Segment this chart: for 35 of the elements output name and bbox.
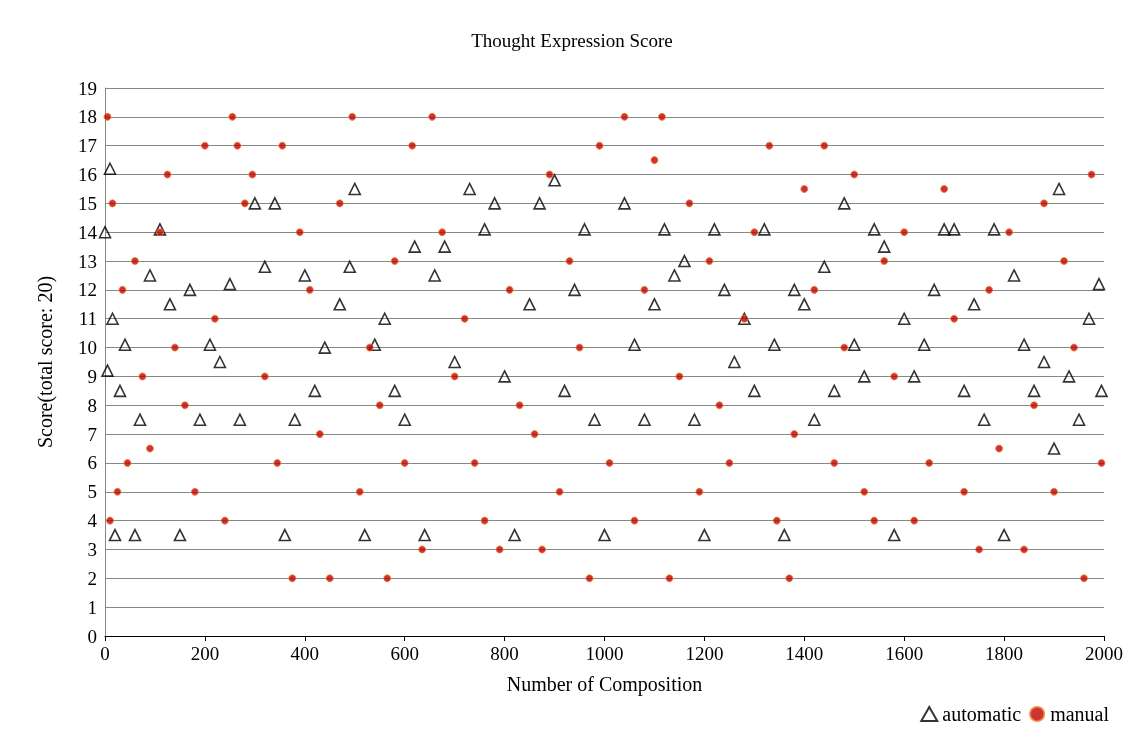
y-axis-title: Score(total score: 20) <box>34 275 57 449</box>
x-tick-label: 1200 <box>685 643 724 664</box>
y-tick-label: 15 <box>78 192 97 214</box>
legend-label: automatic <box>942 703 1022 725</box>
y-tick-label: 0 <box>87 625 97 647</box>
x-tick-label: 1400 <box>785 643 824 664</box>
y-tick-label: 2 <box>87 567 97 589</box>
y-tick-label: 17 <box>78 135 97 157</box>
y-tick-label: 16 <box>78 164 97 186</box>
y-tick-label: 9 <box>87 365 97 387</box>
x-tick-label: 2000 <box>1085 643 1123 664</box>
y-tick-label: 4 <box>87 510 98 532</box>
y-tick-label: 18 <box>78 106 97 128</box>
y-tick-label: 19 <box>78 77 97 99</box>
x-tick-label: 1800 <box>985 643 1024 664</box>
x-axis-title: Number of Composition <box>506 673 703 696</box>
x-tick-label: 1600 <box>885 643 924 664</box>
y-tick-label: 3 <box>87 538 97 560</box>
y-tick-label: 14 <box>78 221 98 243</box>
x-tick-label: 600 <box>390 643 419 664</box>
x-tick-label: 400 <box>290 643 320 664</box>
y-tick-label: 11 <box>78 308 97 330</box>
legend-label: manual <box>1050 703 1110 725</box>
chart-title: Thought Expression Score <box>471 30 673 51</box>
y-tick-label: 1 <box>87 596 97 618</box>
x-tick-label: 1000 <box>585 643 624 664</box>
y-tick-label: 5 <box>87 481 97 503</box>
y-tick-label: 12 <box>78 279 97 301</box>
y-tick-label: 13 <box>78 250 97 272</box>
y-tick-label: 8 <box>87 394 97 416</box>
y-tick-label: 6 <box>87 452 97 474</box>
y-tick-label: 7 <box>87 423 97 445</box>
x-tick-label: 800 <box>490 643 519 664</box>
x-tick-label: 200 <box>190 643 220 664</box>
y-tick-label: 10 <box>78 337 97 359</box>
